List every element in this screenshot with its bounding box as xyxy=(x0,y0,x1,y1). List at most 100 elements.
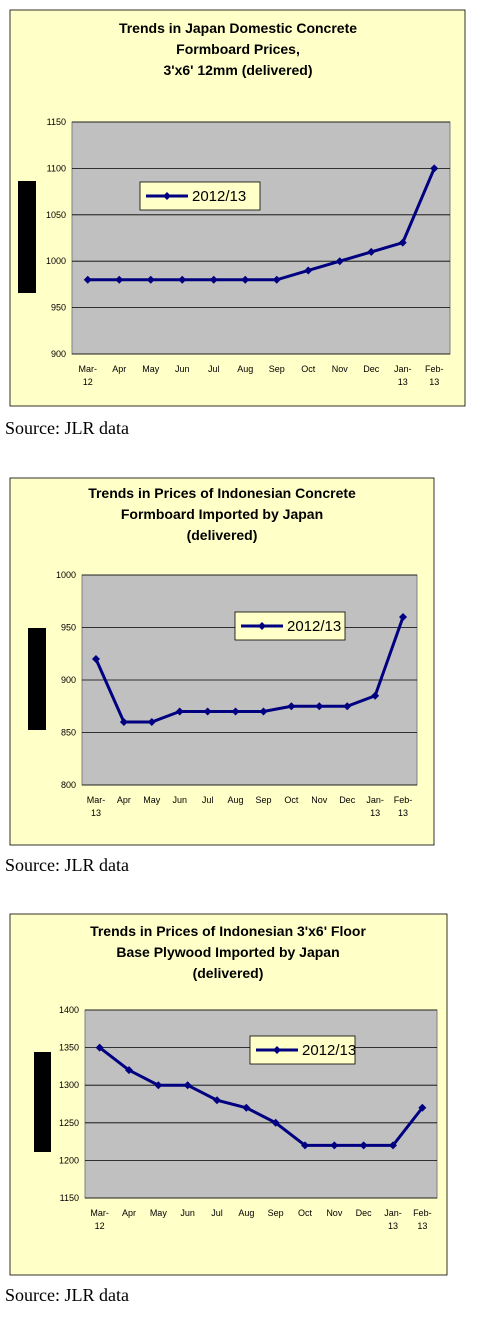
x-tick-label: Mar-12 xyxy=(79,364,98,387)
data-point xyxy=(95,1043,104,1052)
data-point xyxy=(359,1141,368,1150)
chart-title: (delivered) xyxy=(187,527,258,543)
y-tick-label: 1400 xyxy=(59,1005,79,1015)
source-note: Source: JLR data xyxy=(5,855,129,875)
source-note: Source: JLR data xyxy=(5,1285,129,1305)
data-point xyxy=(301,1141,309,1150)
chart-title: Trends in Japan Domestic Concrete xyxy=(119,20,357,36)
y-tick-label: 1100 xyxy=(47,163,66,173)
y-tick-label: 1200 xyxy=(59,1155,79,1165)
x-tick-label: Nov xyxy=(311,795,328,805)
y-tick-label: 950 xyxy=(61,623,76,633)
x-tick-label: Sep xyxy=(255,795,271,805)
data-point xyxy=(287,702,296,711)
x-tick-label: Oct xyxy=(301,364,316,374)
legend-marker xyxy=(273,1046,281,1054)
data-point xyxy=(146,275,155,284)
data-point xyxy=(367,247,376,256)
data-line xyxy=(87,167,436,282)
chart-title: (delivered) xyxy=(193,965,264,981)
data-point xyxy=(242,1103,251,1112)
x-tick-label: Jun xyxy=(172,795,187,805)
y-tick-label: 850 xyxy=(61,728,76,738)
source-note: Source: JLR data xyxy=(5,418,129,438)
x-tick-label: Mar-12 xyxy=(90,1208,109,1231)
x-tick-label: Dec xyxy=(356,1208,373,1218)
y-tick-label: 1150 xyxy=(60,1193,79,1203)
data-point xyxy=(315,702,324,711)
data-line xyxy=(94,616,405,724)
x-tick-label: Apr xyxy=(112,364,126,374)
legend-label: 2012/13 xyxy=(287,618,341,635)
x-tick-label: Sep xyxy=(268,1208,284,1218)
data-point xyxy=(335,257,344,266)
data-point xyxy=(213,1096,221,1105)
x-tick-label: Oct xyxy=(284,795,299,805)
legend-label: 2012/13 xyxy=(192,188,246,205)
x-tick-label: Feb-13 xyxy=(413,1208,432,1231)
chart-title: 3'x6' 12mm (delivered) xyxy=(163,62,312,78)
x-tick-label: Jul xyxy=(211,1208,223,1218)
data-point xyxy=(115,275,124,284)
legend-marker xyxy=(258,622,266,630)
data-point xyxy=(430,164,439,173)
data-point xyxy=(259,707,268,716)
x-tick-label: May xyxy=(143,795,161,805)
x-tick-label: Jun xyxy=(175,364,190,374)
legend-box xyxy=(139,181,261,211)
redaction xyxy=(28,628,46,730)
x-tick-label: Mar-13 xyxy=(87,795,106,818)
x-tick-label: May xyxy=(150,1208,168,1218)
x-tick-label: Apr xyxy=(122,1208,136,1218)
data-point xyxy=(91,655,100,663)
chart-title: Formboard Prices, xyxy=(176,41,300,57)
data-point xyxy=(418,1103,427,1112)
redaction xyxy=(18,181,36,293)
y-tick-label: 1000 xyxy=(56,570,76,580)
chart-title: Trends in Prices of Indonesian 3'x6' Flo… xyxy=(90,923,366,939)
x-tick-label: Jan-13 xyxy=(384,1208,402,1231)
data-point xyxy=(271,1118,280,1127)
data-point xyxy=(209,275,218,284)
x-tick-label: Oct xyxy=(298,1208,313,1218)
data-point xyxy=(183,1081,192,1090)
legend-label: 2012/13 xyxy=(302,1042,356,1059)
data-point xyxy=(398,238,407,247)
data-point xyxy=(83,275,92,284)
data-point xyxy=(231,707,240,716)
plot-area xyxy=(71,121,451,355)
data-line xyxy=(98,1046,424,1147)
data-point xyxy=(119,718,128,726)
redaction xyxy=(34,1052,51,1152)
x-tick-label: Dec xyxy=(339,795,356,805)
data-point xyxy=(399,613,408,621)
x-tick-label: Jul xyxy=(208,364,220,374)
data-point xyxy=(389,1141,397,1150)
y-tick-label: 900 xyxy=(51,349,66,359)
data-point xyxy=(241,275,250,284)
y-tick-label: 1000 xyxy=(46,256,66,266)
x-tick-label: Aug xyxy=(228,795,244,805)
x-tick-label: Sep xyxy=(269,364,285,374)
x-tick-label: Jun xyxy=(180,1208,195,1218)
chart-title: Formboard Imported by Japan xyxy=(121,506,323,522)
data-point xyxy=(203,707,212,716)
data-point xyxy=(125,1066,133,1075)
x-tick-label: Dec xyxy=(363,364,380,374)
x-tick-label: Nov xyxy=(326,1208,343,1218)
data-point xyxy=(147,718,156,726)
x-tick-label: Jul xyxy=(202,795,214,805)
x-tick-label: Apr xyxy=(117,795,131,805)
y-tick-label: 1250 xyxy=(59,1118,79,1128)
chart-title: Base Plywood Imported by Japan xyxy=(116,944,339,960)
data-point xyxy=(330,1141,339,1150)
x-tick-label: Aug xyxy=(238,1208,254,1218)
legend-marker xyxy=(163,192,171,200)
data-point xyxy=(154,1081,163,1090)
data-point xyxy=(371,691,380,700)
y-tick-label: 1350 xyxy=(59,1043,79,1053)
x-tick-label: Nov xyxy=(332,364,349,374)
x-tick-label: Aug xyxy=(237,364,253,374)
x-tick-label: May xyxy=(142,364,160,374)
